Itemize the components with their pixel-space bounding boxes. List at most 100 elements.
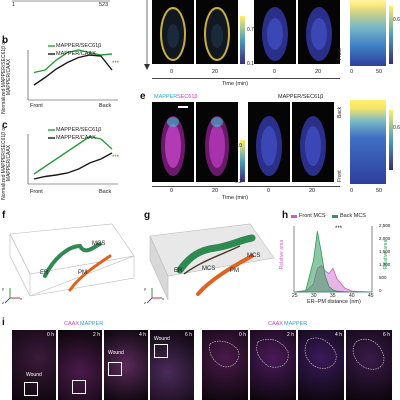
- panel-c-series-line-2: [33, 152, 113, 180]
- panel-i-roi-box-3: [108, 362, 122, 376]
- panel-b-label: b: [2, 35, 9, 46]
- panel-h-ytick-r-1000: 1,000: [379, 262, 391, 267]
- panel-d-image-2: [196, 0, 238, 64]
- panel-d-time-3: 0: [273, 69, 277, 75]
- panel-i-zoom-time-0h: 0 h: [239, 332, 246, 338]
- panel-e-kymo-tick-0: 0: [350, 188, 354, 194]
- panel-i-time-0h: 0 h: [47, 332, 54, 338]
- panel-h-ytick-r-500: 500: [379, 275, 387, 280]
- panel-i-roi-box-1: [24, 382, 38, 396]
- panel-i-time-6h: 6 h: [185, 332, 192, 338]
- panel-d-time-4: 20: [315, 69, 322, 75]
- panel-f-label: f: [2, 210, 6, 221]
- panel-f-axis-y: y: [2, 286, 4, 291]
- panel-h-xtick-30: 30: [311, 293, 317, 299]
- panel-f-mcs-label: MCS: [92, 241, 106, 247]
- panel-d-time-2: 20: [212, 69, 219, 75]
- panel-d-kymograph: [350, 0, 386, 66]
- panel-d-kymo-tick-0: 0: [350, 69, 354, 75]
- panel-b-ylabel: Normalized MAPPER/SEC61β or MAPPER/CAAX: [1, 40, 12, 114]
- panel-h-xtick-25: 25: [292, 293, 298, 299]
- panel-h-legend-back-swatch: [332, 215, 338, 218]
- panel-d-time-axis: [152, 78, 340, 79]
- panel-c-legend-2: MAPPER/CAAX: [56, 135, 96, 141]
- panel-c-ylabel: Normalized MAPPER/SEC61β or MAPPER/CAAX: [1, 126, 12, 200]
- panel-i-wound-image-6h: 6 h Wound: [150, 330, 194, 400]
- panel-e-channel-2: SEC61β: [177, 94, 198, 100]
- panel-h-ytick-r-2500: 2,500: [379, 223, 391, 228]
- panel-c-svg: [27, 129, 118, 185]
- panel-f-axes-gizmo: [4, 286, 22, 304]
- panel-e-kymo-back: Back: [337, 106, 343, 118]
- panel-i-roi-box-4: [154, 344, 168, 358]
- panel-i-wound-image-4h: 4 h Wound: [104, 330, 148, 400]
- panel-c-significance: ***: [112, 155, 120, 161]
- panel-g-axis-x: x: [162, 296, 164, 301]
- panel-i-wound-label-1: Wound: [26, 372, 42, 378]
- panel-d-image-1: [152, 0, 194, 64]
- panel-i-zoom-time-4h: 4 h: [335, 332, 342, 338]
- panel-h-xtick-35: 35: [330, 293, 336, 299]
- panel-d-time-arrow: [144, 0, 150, 70]
- panel-a-tick-left: 1: [12, 2, 16, 8]
- panel-i-zoom-time-6h: 6 h: [383, 332, 390, 338]
- panel-c-xtick-back: Back: [99, 189, 112, 195]
- panel-h-svg: [293, 226, 373, 293]
- panel-i-channel-2: MAPPER: [80, 321, 104, 327]
- panel-h-chart: [293, 222, 376, 294]
- panel-e-image-2: [196, 102, 238, 182]
- panel-e-label: e: [140, 91, 146, 102]
- panel-d-kymo-colorbar: [389, 6, 393, 64]
- panel-i-channel-1: CAAX: [64, 321, 79, 327]
- panel-i-channel-2b: MAPPER: [284, 321, 308, 327]
- panel-g-axis-y: y: [144, 286, 146, 291]
- panel-h-ylabel-left: Relative area: [279, 239, 286, 270]
- panel-i-zoom-0h: 0 h: [202, 330, 248, 400]
- panel-h-legend-front-swatch: [291, 215, 297, 218]
- panel-e-colorbar-min: 0.2: [235, 179, 242, 185]
- panel-d-image-3: [254, 0, 296, 64]
- panel-e-channel-1: MAPPER: [154, 94, 178, 100]
- panel-i-channel-1b: CAAX: [268, 321, 283, 327]
- panel-i-zoom-4h: 4 h: [298, 330, 344, 400]
- panel-i-zoom-2h: 2 h: [250, 330, 296, 400]
- panel-b-svg: [27, 45, 118, 101]
- panel-h-xtick-45: 45: [368, 293, 374, 299]
- panel-a-histogram-remnant: [0, 0, 120, 8]
- panel-e-scale-bar: [178, 106, 188, 108]
- panel-e-title: MAPPER/SEC61β: [278, 94, 324, 100]
- panel-c-chart: [0, 124, 130, 196]
- panel-i-wound-label-3: Wound: [154, 336, 170, 342]
- panel-c-label: c: [2, 120, 8, 131]
- panel-f-axis-x: x: [20, 296, 22, 301]
- panel-e-time-2: 20: [212, 188, 219, 194]
- panel-h-ytick-r-0: 0: [379, 288, 382, 293]
- panel-d-time-1: 0: [170, 69, 174, 75]
- panel-i-time-2h: 2 h: [93, 332, 100, 338]
- panel-b-xtick-front: Front: [30, 103, 43, 109]
- panel-e-kymograph: [350, 100, 386, 184]
- panel-e-time-axis: [152, 186, 340, 187]
- panel-e-kymo-colorbar-label: 0.6: [393, 125, 400, 131]
- panel-g-axes-gizmo: [146, 286, 164, 304]
- panel-c-legend-1: MAPPER/SEC61β: [56, 127, 102, 133]
- panel-h-xlabel: ER–PM distance (nm): [307, 299, 361, 305]
- panel-g-mcs2-label: MCS: [247, 253, 261, 259]
- panel-b-legend-1: MAPPER/SEC61β: [56, 43, 102, 49]
- panel-b-series-line-2: [33, 54, 113, 86]
- panel-d-kymo-tick-50: 50: [376, 69, 383, 75]
- panel-a-tick-right: 523: [99, 2, 109, 8]
- panel-d-image-4: [298, 0, 340, 64]
- panel-b-xtick-back: Back: [99, 103, 112, 109]
- panel-f-er-label: ER: [40, 270, 49, 276]
- panel-f-pm-label: PM: [78, 270, 87, 276]
- panel-g-pm-label: PM: [230, 268, 239, 274]
- panel-g-er-label: ER: [174, 268, 183, 274]
- panel-d-colorbar: [240, 16, 245, 64]
- panel-e-kymo-front: Front: [337, 170, 343, 182]
- panel-e-image-4: [292, 102, 334, 182]
- panel-h-xtick-40: 40: [349, 293, 355, 299]
- panel-f-svg: [9, 223, 135, 297]
- panel-d-kymo-colorbar-label: 0.6: [393, 17, 400, 23]
- panel-h-ytick-r-1500: 1,500: [379, 249, 391, 254]
